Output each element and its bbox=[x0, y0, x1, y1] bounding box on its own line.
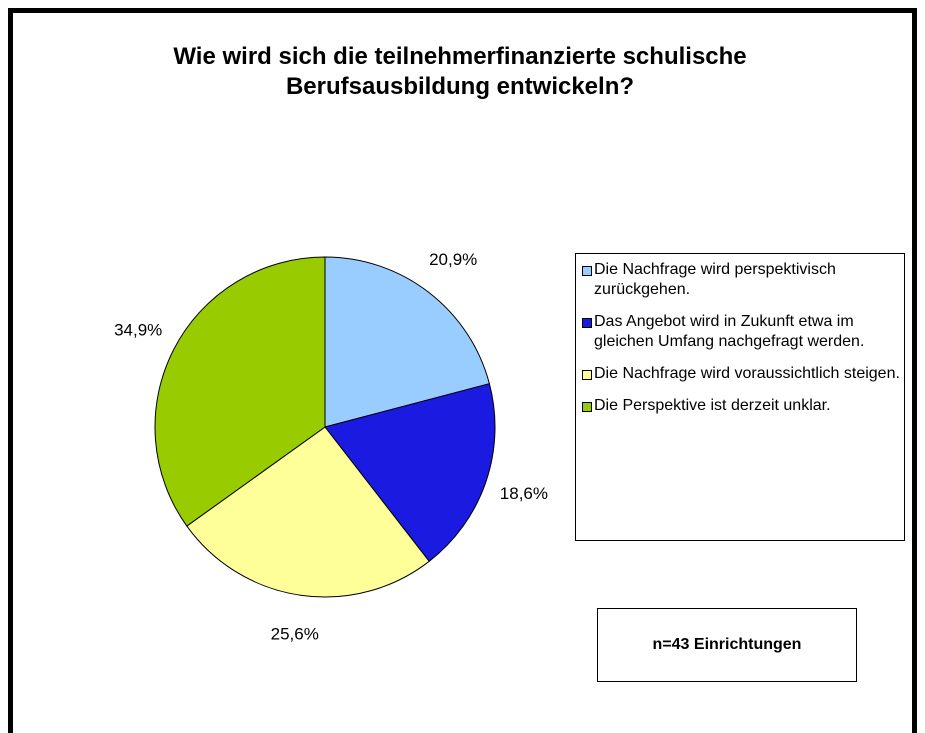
legend-label: Die Nachfrage wird voraussichtlich steig… bbox=[594, 365, 900, 382]
legend: Die Nachfrage wird perspektivisch zurück… bbox=[575, 253, 905, 541]
data-label: 25,6% bbox=[271, 624, 319, 643]
legend-item: Die Perspektive ist derzeit unklar. bbox=[582, 396, 902, 416]
legend-label: Die Nachfrage wird perspektivisch zurück… bbox=[594, 261, 836, 298]
annotation: n=43 Einrichtungen bbox=[597, 608, 857, 682]
legend-swatch bbox=[582, 318, 592, 328]
chart-title: Wie wird sich die teilnehmerfinanzierte … bbox=[173, 43, 747, 100]
data-label: 18,6% bbox=[500, 484, 548, 503]
legend-label: Das Angebot wird in Zukunft etwa im glei… bbox=[594, 313, 865, 350]
legend-swatch bbox=[582, 266, 592, 276]
data-label: 34,9% bbox=[114, 321, 162, 340]
data-label: 20,9% bbox=[429, 250, 477, 269]
legend-swatch bbox=[582, 402, 592, 412]
pie-slice bbox=[186, 426, 430, 598]
legend-label: Die Perspektive ist derzeit unklar. bbox=[594, 397, 831, 414]
pie-slice bbox=[324, 256, 491, 428]
chart-frame bbox=[8, 8, 917, 733]
pie-slice bbox=[154, 256, 326, 527]
pie-slice bbox=[324, 383, 496, 563]
legend-item: Die Nachfrage wird perspektivisch zurück… bbox=[582, 260, 902, 300]
legend-swatch bbox=[582, 370, 592, 380]
legend-item: Die Nachfrage wird voraussichtlich steig… bbox=[582, 364, 902, 384]
legend-item: Das Angebot wird in Zukunft etwa im glei… bbox=[582, 312, 902, 352]
